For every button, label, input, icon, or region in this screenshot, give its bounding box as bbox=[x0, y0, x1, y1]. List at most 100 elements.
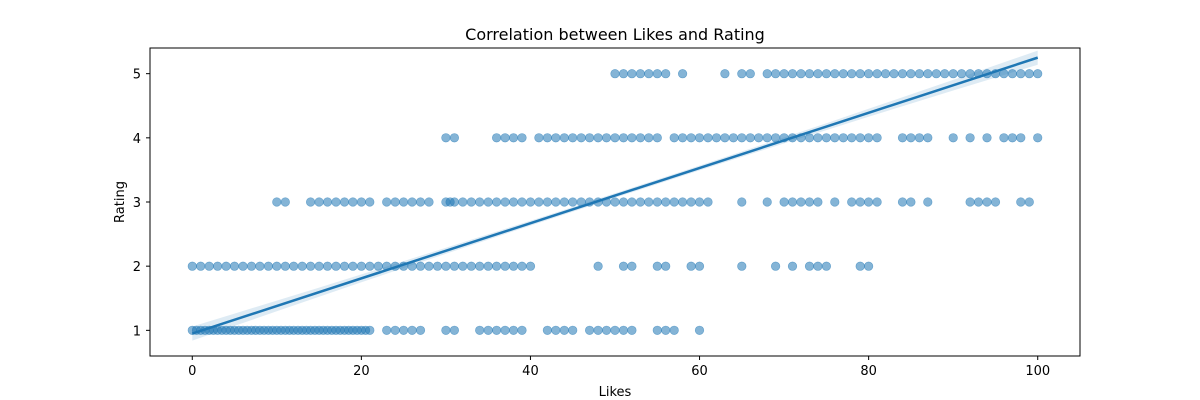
data-point bbox=[458, 197, 468, 207]
data-point bbox=[796, 69, 806, 79]
x-tick-label: 0 bbox=[188, 364, 196, 379]
data-point bbox=[449, 325, 460, 335]
data-point bbox=[399, 325, 409, 335]
data-point bbox=[737, 133, 747, 143]
data-point bbox=[365, 197, 375, 207]
data-point bbox=[847, 69, 857, 79]
data-point bbox=[770, 69, 781, 79]
data-point bbox=[863, 133, 874, 143]
data-point bbox=[618, 325, 629, 335]
data-point bbox=[652, 325, 662, 335]
data-point bbox=[669, 197, 679, 207]
data-point bbox=[458, 261, 468, 271]
data-point bbox=[559, 325, 569, 335]
y-axis: 1 2 3 4 5 bbox=[133, 68, 150, 339]
x-tick-label: 100 bbox=[1025, 364, 1050, 379]
data-point bbox=[965, 69, 975, 79]
x-tick-label: 80 bbox=[860, 364, 877, 379]
data-point bbox=[923, 133, 933, 143]
data-point bbox=[339, 197, 350, 207]
data-point bbox=[652, 69, 662, 79]
data-point bbox=[847, 133, 857, 143]
data-point bbox=[770, 261, 781, 271]
data-point bbox=[601, 133, 612, 143]
data-point bbox=[601, 325, 612, 335]
data-point bbox=[568, 325, 578, 335]
data-point bbox=[711, 133, 722, 143]
data-point bbox=[441, 133, 451, 143]
data-point bbox=[635, 197, 646, 207]
data-point bbox=[754, 133, 764, 143]
data-point bbox=[627, 133, 637, 143]
data-point bbox=[661, 197, 671, 207]
data-point bbox=[787, 261, 798, 271]
data-point bbox=[999, 133, 1009, 143]
data-point bbox=[813, 133, 823, 143]
data-point bbox=[610, 197, 620, 207]
data-point bbox=[830, 197, 840, 207]
data-point bbox=[331, 261, 341, 271]
data-point bbox=[906, 69, 916, 79]
data-point bbox=[356, 197, 367, 207]
data-point bbox=[855, 133, 865, 143]
data-point bbox=[449, 197, 460, 207]
data-point bbox=[982, 197, 992, 207]
data-point bbox=[432, 261, 443, 271]
data-point bbox=[872, 69, 882, 79]
data-point bbox=[314, 261, 324, 271]
data-point bbox=[931, 69, 941, 79]
data-point bbox=[492, 325, 502, 335]
data-point bbox=[770, 133, 781, 143]
data-point bbox=[584, 133, 595, 143]
data-point bbox=[652, 261, 662, 271]
data-point bbox=[187, 261, 197, 271]
data-point bbox=[973, 197, 984, 207]
data-point bbox=[568, 133, 578, 143]
data-point bbox=[483, 261, 493, 271]
x-tick-label: 20 bbox=[353, 364, 370, 379]
data-point bbox=[863, 261, 874, 271]
data-point bbox=[804, 69, 815, 79]
data-point bbox=[593, 133, 603, 143]
data-point bbox=[703, 133, 713, 143]
data-point bbox=[965, 133, 975, 143]
data-point bbox=[508, 133, 519, 143]
data-point bbox=[618, 133, 629, 143]
data-point bbox=[804, 261, 815, 271]
data-point bbox=[821, 261, 832, 271]
data-point bbox=[492, 261, 502, 271]
data-point bbox=[424, 197, 434, 207]
data-point bbox=[213, 261, 223, 271]
data-point bbox=[1016, 197, 1026, 207]
data-point bbox=[821, 69, 832, 79]
data-point bbox=[1024, 69, 1034, 79]
data-point bbox=[475, 325, 485, 335]
data-point bbox=[272, 197, 282, 207]
data-point bbox=[1007, 133, 1018, 143]
data-point bbox=[551, 133, 561, 143]
data-point bbox=[677, 197, 688, 207]
data-point bbox=[737, 261, 747, 271]
data-point bbox=[610, 69, 620, 79]
data-point bbox=[635, 133, 646, 143]
y-tick-label: 1 bbox=[133, 324, 141, 339]
data-point bbox=[229, 261, 240, 271]
data-point bbox=[610, 133, 620, 143]
data-point bbox=[686, 261, 696, 271]
data-point bbox=[534, 133, 544, 143]
data-point bbox=[475, 197, 485, 207]
data-point bbox=[762, 69, 772, 79]
data-point bbox=[466, 197, 476, 207]
data-point bbox=[762, 197, 772, 207]
data-point bbox=[813, 261, 823, 271]
data-point bbox=[466, 261, 476, 271]
data-point bbox=[897, 69, 908, 79]
data-point bbox=[500, 261, 510, 271]
data-point bbox=[492, 133, 502, 143]
data-point bbox=[610, 325, 620, 335]
data-point bbox=[787, 69, 798, 79]
data-point bbox=[322, 261, 333, 271]
data-point bbox=[246, 261, 257, 271]
data-point bbox=[737, 197, 747, 207]
